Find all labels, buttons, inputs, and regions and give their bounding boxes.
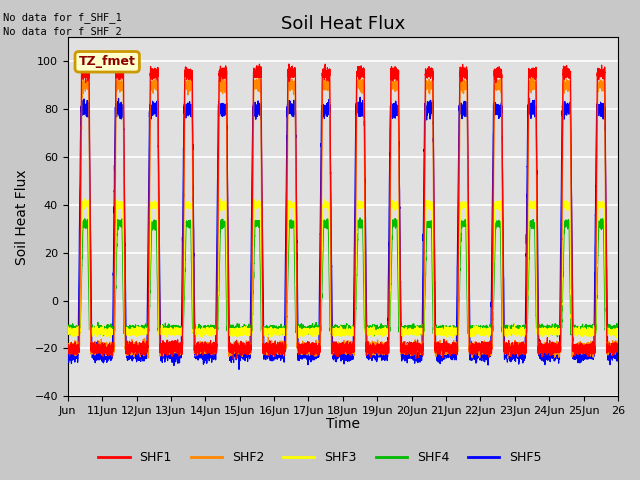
Title: Soil Heat Flux: Soil Heat Flux (281, 15, 405, 33)
Y-axis label: Soil Heat Flux: Soil Heat Flux (15, 169, 29, 264)
Text: No data for f_SHF_1: No data for f_SHF_1 (3, 12, 122, 23)
Legend: SHF1, SHF2, SHF3, SHF4, SHF5: SHF1, SHF2, SHF3, SHF4, SHF5 (93, 446, 547, 469)
Text: No data for f_SHF_2: No data for f_SHF_2 (3, 26, 122, 37)
X-axis label: Time: Time (326, 418, 360, 432)
Text: TZ_fmet: TZ_fmet (79, 55, 136, 68)
